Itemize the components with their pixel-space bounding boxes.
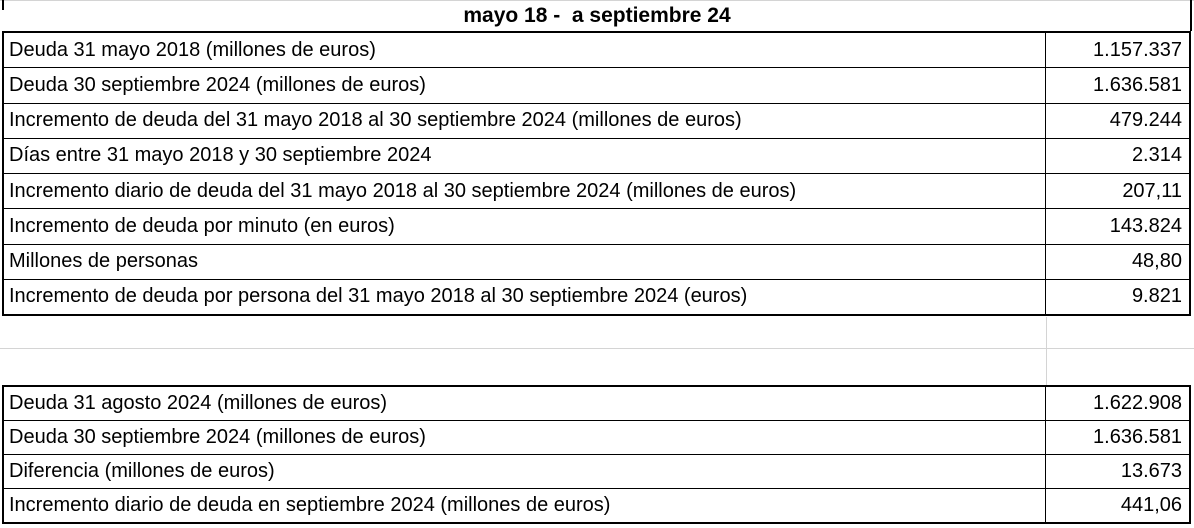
row-label: Deuda 30 septiembre 2024 (millones de eu… <box>9 426 426 448</box>
row-label: Deuda 31 mayo 2018 (millones de euros) <box>9 38 376 61</box>
row-label: Diferencia (millones de euros) <box>9 460 275 482</box>
row-label: Incremento diario de deuda del 31 mayo 2… <box>9 179 797 202</box>
table-row: Incremento de deuda por persona del 31 m… <box>4 279 1189 314</box>
table-row: Deuda 31 agosto 2024 (millones de euros)… <box>4 387 1189 421</box>
row-value: 1.622.908 <box>1045 387 1189 420</box>
table-row: Deuda 30 septiembre 2024 (millones de eu… <box>4 68 1189 104</box>
table-row: Diferencia (millones de euros) 13.673 <box>4 455 1189 489</box>
row-label: Días entre 31 mayo 2018 y 30 septiembre … <box>9 144 432 167</box>
row-value: 1.636.581 <box>1045 68 1189 103</box>
row-value: 13.673 <box>1045 455 1189 488</box>
table-row: Deuda 31 mayo 2018 (millones de euros) 1… <box>4 33 1189 69</box>
table-row: Días entre 31 mayo 2018 y 30 septiembre … <box>4 138 1189 174</box>
gap-column-gridline <box>1046 317 1047 385</box>
row-value: 2.314 <box>1045 138 1189 173</box>
row-label: Deuda 30 septiembre 2024 (millones de eu… <box>9 73 426 96</box>
row-value: 479.244 <box>1045 103 1189 138</box>
title-row: mayo 18 - a septiembre 24 <box>0 1 1194 31</box>
debt-summary-table: Deuda 31 mayo 2018 (millones de euros) 1… <box>2 31 1191 316</box>
row-label: Incremento diario de deuda en septiembre… <box>9 494 611 516</box>
september-comparison-table: Deuda 31 agosto 2024 (millones de euros)… <box>2 385 1191 524</box>
table-row: Millones de personas 48,80 <box>4 244 1189 280</box>
row-value: 48,80 <box>1045 244 1189 279</box>
title-right-border-fragment <box>1190 0 1192 31</box>
row-label: Incremento de deuda por persona del 31 m… <box>9 285 748 308</box>
row-label: Incremento de deuda por minuto (en euros… <box>9 214 395 237</box>
row-label: Incremento de deuda del 31 mayo 2018 al … <box>9 109 742 132</box>
row-value: 1.157.337 <box>1045 33 1189 68</box>
title-left-border-fragment <box>2 0 4 10</box>
row-value: 441,06 <box>1045 489 1189 522</box>
row-label: Deuda 31 agosto 2024 (millones de euros) <box>9 392 388 414</box>
table-row: Incremento diario de deuda en septiembre… <box>4 489 1189 522</box>
sheet-title: mayo 18 - a septiembre 24 <box>463 4 731 27</box>
table-row: Deuda 30 septiembre 2024 (millones de eu… <box>4 421 1189 455</box>
row-value: 9.821 <box>1045 279 1189 314</box>
table-row: Incremento de deuda por minuto (en euros… <box>4 209 1189 245</box>
table-row: Incremento de deuda del 31 mayo 2018 al … <box>4 103 1189 139</box>
top-row-gridline <box>0 0 1194 1</box>
row-label: Millones de personas <box>9 250 198 273</box>
table-row: Incremento diario de deuda del 31 mayo 2… <box>4 174 1189 210</box>
row-value: 1.636.581 <box>1045 421 1189 454</box>
row-value: 143.824 <box>1045 209 1189 244</box>
gap-row-gridline <box>0 348 1194 349</box>
row-value: 207,11 <box>1045 174 1189 209</box>
